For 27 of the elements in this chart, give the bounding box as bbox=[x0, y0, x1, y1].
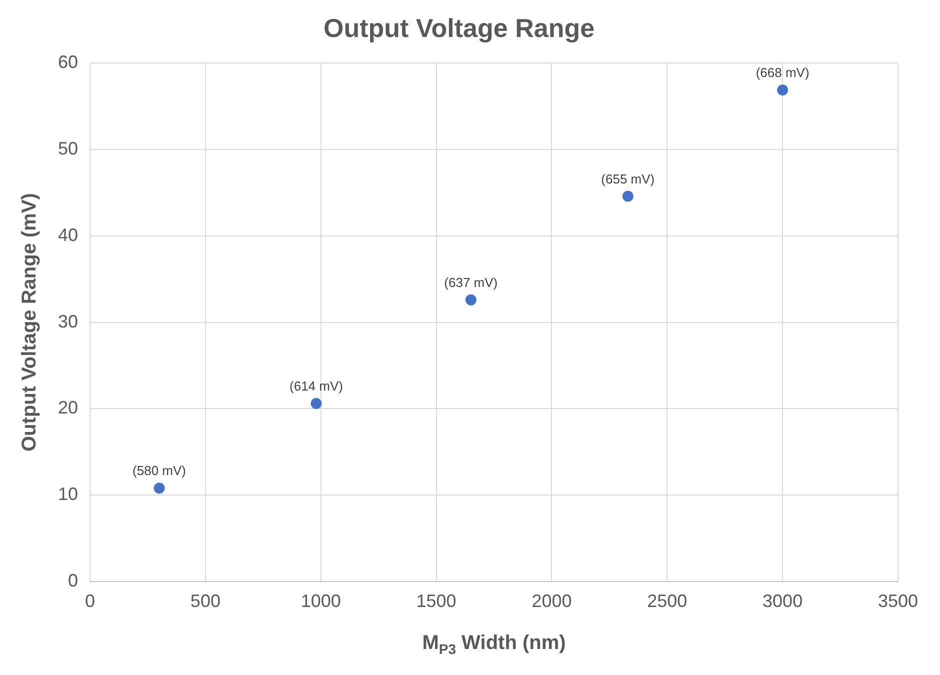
annotation: (655 mV) bbox=[601, 171, 655, 186]
point bbox=[777, 84, 788, 96]
x-tick-label: 3000 bbox=[762, 591, 803, 612]
y-tick-label: 20 bbox=[58, 398, 78, 418]
annotation: (637 mV) bbox=[444, 274, 498, 290]
annotation: (668 mV) bbox=[756, 65, 810, 80]
point bbox=[154, 482, 165, 494]
y-tick-label: 60 bbox=[58, 52, 78, 72]
y-tick-label: 40 bbox=[58, 224, 78, 245]
x-tick-label: 3500 bbox=[878, 591, 918, 612]
y-tick-label: 0 bbox=[68, 570, 78, 590]
x-tick-label: 2000 bbox=[532, 591, 572, 612]
x-tick-label: 0 bbox=[85, 591, 96, 612]
y-tick-label: 10 bbox=[58, 484, 78, 504]
x-tick-label: 2500 bbox=[647, 591, 688, 612]
x-tick-label: 1000 bbox=[300, 591, 341, 612]
annotation: (580 mV) bbox=[132, 463, 186, 478]
x-tick-label: 1500 bbox=[416, 591, 456, 612]
annotation: (614 mV) bbox=[290, 378, 343, 394]
point bbox=[465, 294, 476, 306]
x-tick-label: 500 bbox=[190, 591, 220, 612]
chart-title: Output Voltage Range bbox=[323, 12, 595, 43]
point bbox=[622, 190, 634, 202]
y-tick-label: 50 bbox=[58, 138, 78, 159]
y-tick-label: 30 bbox=[58, 311, 78, 332]
y-axis-title: Output Voltage Range (mV) bbox=[18, 193, 41, 452]
point bbox=[310, 398, 322, 409]
